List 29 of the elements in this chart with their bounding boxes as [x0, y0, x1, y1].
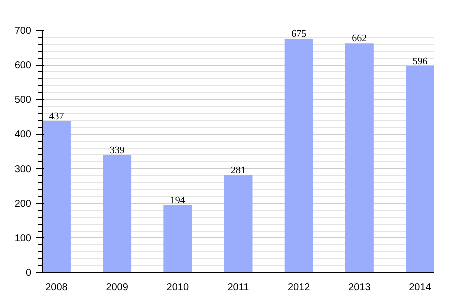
- data-label: 194: [170, 195, 186, 206]
- bar: [406, 66, 434, 272]
- x-tick-label: 2009: [106, 282, 129, 294]
- bar: [164, 205, 192, 272]
- x-tick-label: 2012: [288, 282, 311, 294]
- y-tick-label: 300: [14, 164, 32, 176]
- bar: [224, 175, 253, 272]
- bar: [284, 39, 314, 272]
- x-tick-label: 2008: [46, 282, 68, 294]
- data-label: 339: [110, 145, 125, 156]
- bar: [345, 44, 374, 272]
- x-tick-label: 2013: [348, 282, 372, 294]
- y-tick-label: 0: [26, 268, 32, 279]
- data-label: 596: [412, 56, 428, 68]
- y-tick-label: 400: [14, 130, 32, 141]
- data-label: 437: [49, 111, 64, 122]
- y-tick-label: 700: [14, 26, 32, 37]
- y-tick-label: 600: [14, 60, 32, 72]
- y-tick-label: 500: [14, 95, 32, 106]
- data-label: 281: [231, 165, 246, 176]
- x-tick-label: 2010: [166, 282, 190, 294]
- data-label: 675: [292, 29, 307, 40]
- y-tick-label: 200: [14, 198, 32, 210]
- x-tick-label: 2014: [409, 282, 432, 294]
- bar: [103, 155, 132, 272]
- data-label: 662: [352, 34, 368, 45]
- bar: [42, 121, 71, 272]
- x-tick-label: 2011: [228, 282, 250, 294]
- y-tick-label: 100: [14, 233, 32, 244]
